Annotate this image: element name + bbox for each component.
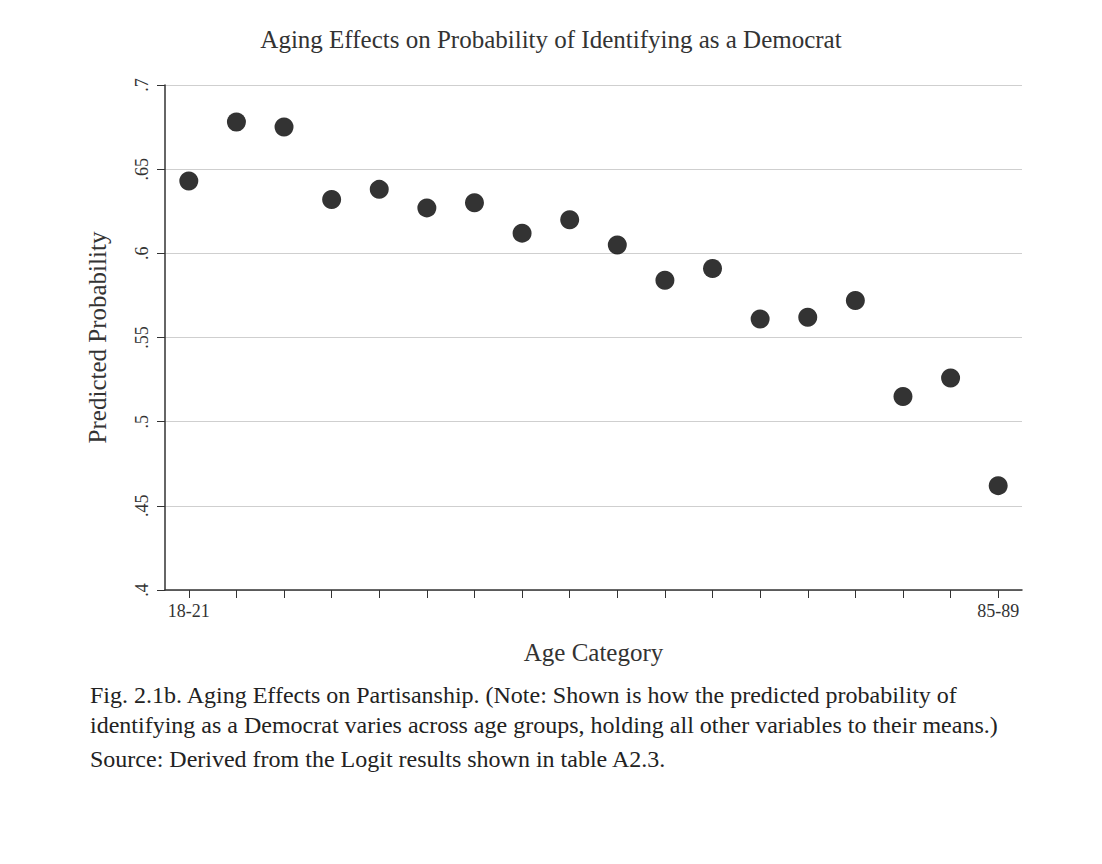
svg-text:.7: .7 <box>132 78 152 92</box>
svg-text:Predicted Probability: Predicted Probability <box>84 231 111 443</box>
svg-text:.4: .4 <box>132 583 152 597</box>
svg-text:Aging Effects on Probability o: Aging Effects on Probability of Identify… <box>260 26 841 53</box>
svg-text:.45: .45 <box>132 495 152 518</box>
svg-text:85-89: 85-89 <box>977 601 1019 621</box>
svg-text:Age Category: Age Category <box>524 639 664 666</box>
svg-text:.65: .65 <box>132 158 152 181</box>
svg-text:.6: .6 <box>132 247 152 261</box>
svg-text:18-21: 18-21 <box>168 601 210 621</box>
svg-text:.5: .5 <box>132 415 152 429</box>
html-text:Source: Derived from the Logit: Source: Derived from the Logit results s… <box>90 746 666 772</box>
html-text:Fig. 2.1b. Aging Effects on Pa: Fig. 2.1b. Aging Effects on Partisanship… <box>90 682 998 738</box>
svg-text:.55: .55 <box>132 326 152 349</box>
